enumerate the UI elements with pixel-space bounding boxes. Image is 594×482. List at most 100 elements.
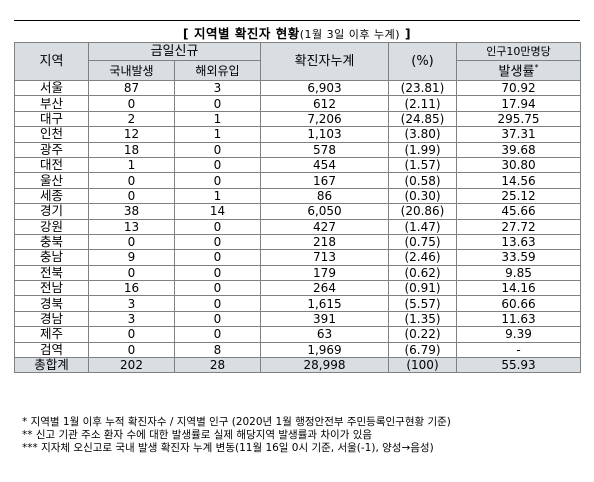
rate-cell: 295.75 bbox=[456, 110, 581, 128]
region-cell: 전남 bbox=[14, 280, 89, 297]
overseas-cell: 0 bbox=[174, 326, 261, 343]
domestic-cell: 1 bbox=[88, 156, 175, 174]
overseas-cell: 0 bbox=[174, 95, 261, 112]
overseas-cell: 0 bbox=[174, 141, 261, 158]
header-cumulative: 확진자누계 bbox=[260, 42, 389, 81]
percent-cell: (100) bbox=[388, 357, 457, 374]
overseas-cell: 0 bbox=[174, 264, 261, 282]
domestic-cell: 0 bbox=[88, 326, 175, 343]
cumulative-cell: 86 bbox=[260, 187, 389, 205]
domestic-cell: 18 bbox=[88, 141, 175, 158]
table-row: 충남 9 0 713 (2.46) 33.59 bbox=[14, 249, 581, 266]
region-cell: 총합계 bbox=[14, 357, 89, 374]
region-cell: 울산 bbox=[14, 172, 89, 189]
domestic-cell: 12 bbox=[88, 126, 175, 143]
rate-cell: 30.80 bbox=[456, 156, 581, 174]
cumulative-cell: 427 bbox=[260, 218, 389, 235]
rate-cell: 11.63 bbox=[456, 310, 581, 328]
table-row: 대전 1 0 454 (1.57) 30.80 bbox=[14, 156, 581, 174]
percent-cell: (2.46) bbox=[388, 249, 457, 266]
percent-cell: (1.57) bbox=[388, 156, 457, 174]
rate-cell: 37.31 bbox=[456, 126, 581, 143]
percent-cell: (2.11) bbox=[388, 95, 457, 112]
rate-cell: 9.85 bbox=[456, 264, 581, 282]
overseas-cell: 8 bbox=[174, 341, 261, 359]
cumulative-cell: 218 bbox=[260, 233, 389, 251]
rate-cell: 55.93 bbox=[456, 357, 581, 374]
rate-footnote-mark: * bbox=[534, 63, 539, 73]
footnotes: * 지역별 1월 이후 누적 확진자수 / 지역별 인구 (2020년 1월 행… bbox=[22, 416, 582, 455]
region-cell: 서울 bbox=[14, 79, 89, 97]
percent-cell: (23.81) bbox=[388, 79, 457, 97]
title-sub: (1월 3일 이후 누계) bbox=[299, 28, 400, 41]
rate-cell: 14.16 bbox=[456, 280, 581, 297]
table-row: 대구 2 1 7,206 (24.85) 295.75 bbox=[14, 110, 581, 128]
table-row: 인천 12 1 1,103 (3.80) 37.31 bbox=[14, 126, 581, 143]
percent-cell: (0.91) bbox=[388, 280, 457, 297]
overseas-cell: 0 bbox=[174, 172, 261, 189]
rate-cell: 39.68 bbox=[456, 141, 581, 158]
domestic-cell: 0 bbox=[88, 233, 175, 251]
domestic-cell: 0 bbox=[88, 95, 175, 112]
region-cell: 대전 bbox=[14, 156, 89, 174]
cumulative-cell: 264 bbox=[260, 280, 389, 297]
table-row: 경북 3 0 1,615 (5.57) 60.66 bbox=[14, 295, 581, 312]
rate-label: 발생률 bbox=[498, 64, 535, 80]
header-percent: (%) bbox=[388, 42, 457, 81]
cumulative-cell: 713 bbox=[260, 249, 389, 266]
domestic-cell: 0 bbox=[88, 264, 175, 282]
domestic-cell: 13 bbox=[88, 218, 175, 235]
overseas-cell: 3 bbox=[174, 79, 261, 97]
title-main: [ 지역별 확진자 현황 bbox=[182, 26, 300, 41]
table-row: 서울 87 3 6,903 (23.81) 70.92 bbox=[14, 79, 581, 97]
cumulative-cell: 578 bbox=[260, 141, 389, 158]
region-cell: 대구 bbox=[14, 110, 89, 128]
rate-cell: 14.56 bbox=[456, 172, 581, 189]
percent-cell: (1.35) bbox=[388, 310, 457, 328]
domestic-cell: 3 bbox=[88, 295, 175, 312]
overseas-cell: 0 bbox=[174, 156, 261, 174]
region-cell: 인천 bbox=[14, 126, 89, 143]
overseas-cell: 0 bbox=[174, 295, 261, 312]
region-cell: 전북 bbox=[14, 264, 89, 282]
table-body: 서울 87 3 6,903 (23.81) 70.92 부산 0 0 612 (2.11) 17.94… bbox=[14, 79, 581, 374]
percent-cell: (6.79) bbox=[388, 341, 457, 359]
domestic-cell: 0 bbox=[88, 341, 175, 359]
percent-cell: (5.57) bbox=[388, 295, 457, 312]
domestic-cell: 0 bbox=[88, 187, 175, 205]
footnote-3: *** 지자체 오신고로 국내 발생 확진자 누계 변동(11월 16일 0시 … bbox=[22, 442, 434, 454]
cumulative-cell: 6,050 bbox=[260, 203, 389, 220]
table-row: 충북 0 0 218 (0.75) 13.63 bbox=[14, 233, 581, 251]
table-row: 검역 0 8 1,969 (6.79) - bbox=[14, 341, 581, 359]
regional-cases-table: 지역 금일신규 확진자누계 (%) 인구10만명당 국내발생 해외유입 발생률*… bbox=[14, 42, 581, 374]
rate-cell: 60.66 bbox=[456, 295, 581, 312]
percent-cell: (1.47) bbox=[388, 218, 457, 235]
cumulative-cell: 28,998 bbox=[260, 357, 389, 374]
cumulative-cell: 7,206 bbox=[260, 110, 389, 128]
cumulative-cell: 179 bbox=[260, 264, 389, 282]
region-cell: 경남 bbox=[14, 310, 89, 328]
overseas-cell: 0 bbox=[174, 310, 261, 328]
percent-cell: (24.85) bbox=[388, 110, 457, 128]
table-row: 울산 0 0 167 (0.58) 14.56 bbox=[14, 172, 581, 189]
rate-cell: 27.72 bbox=[456, 218, 581, 235]
overseas-cell: 0 bbox=[174, 218, 261, 235]
overseas-cell: 1 bbox=[174, 110, 261, 128]
percent-cell: (1.99) bbox=[388, 141, 457, 158]
header-region: 지역 bbox=[14, 42, 89, 81]
domestic-cell: 0 bbox=[88, 172, 175, 189]
domestic-cell: 202 bbox=[88, 357, 175, 374]
header-domestic: 국내발생 bbox=[88, 60, 175, 81]
percent-cell: (0.58) bbox=[388, 172, 457, 189]
table-row: 광주 18 0 578 (1.99) 39.68 bbox=[14, 141, 581, 158]
table-row: 제주 0 0 63 (0.22) 9.39 bbox=[14, 326, 581, 343]
overseas-cell: 0 bbox=[174, 233, 261, 251]
overseas-cell: 0 bbox=[174, 249, 261, 266]
table-row: 경기 38 14 6,050 (20.86) 45.66 bbox=[14, 203, 581, 220]
cumulative-cell: 1,969 bbox=[260, 341, 389, 359]
percent-cell: (20.86) bbox=[388, 203, 457, 220]
title-bar: [ 지역별 확진자 현황(1월 3일 이후 누계) ] bbox=[14, 20, 580, 42]
domestic-cell: 16 bbox=[88, 280, 175, 297]
domestic-cell: 38 bbox=[88, 203, 175, 220]
cumulative-cell: 391 bbox=[260, 310, 389, 328]
